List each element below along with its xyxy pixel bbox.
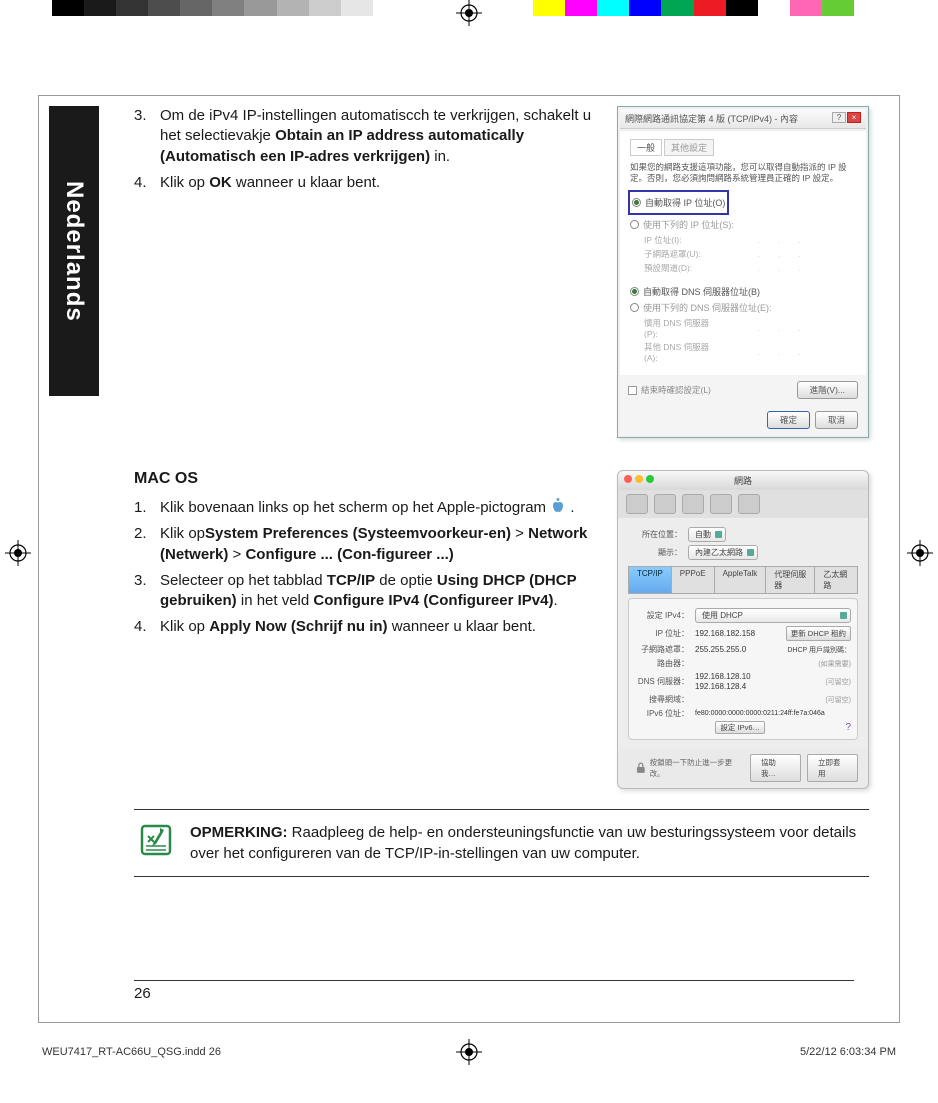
slug-timestamp: 5/22/12 6:03:34 PM (800, 1046, 896, 1058)
registration-mark-icon (907, 540, 933, 566)
mac-step-4: 4. Klik op Apply Now (Schrijf nu in) wan… (134, 617, 605, 637)
note-icon (138, 822, 174, 858)
tab-ethernet[interactable]: 乙太網路 (814, 566, 858, 594)
windows-section: 3. Om de iPv4 IP-instellingen automatisc… (134, 106, 869, 438)
tab-alt[interactable]: 其他設定 (664, 139, 714, 156)
tab-tcpip[interactable]: TCP/IP (628, 566, 671, 594)
toolbar-icon[interactable] (738, 494, 760, 514)
show-select[interactable]: 內建乙太網路 (688, 545, 758, 560)
slug-filename: WEU7417_RT-AC66U_QSG.indd 26 (42, 1046, 221, 1058)
tab-pppoe[interactable]: PPPoE (671, 566, 714, 594)
tab-appletalk[interactable]: AppleTalk (714, 566, 766, 594)
mac-minimize-icon[interactable] (635, 475, 643, 483)
validate-checkbox[interactable]: 結束時確認設定(L) (628, 384, 711, 396)
toolbar-icon[interactable] (710, 494, 732, 514)
registration-mark-icon (456, 0, 482, 26)
mac-toolbar (618, 490, 868, 518)
step-4: 4. Klik op OK wanneer u klaar bent. (134, 173, 605, 193)
config-ipv4-select[interactable]: 使用 DHCP (695, 608, 851, 623)
registration-mark-icon (5, 540, 31, 566)
note-body: Raadpleeg de help- en ondersteuningsfunc… (190, 824, 856, 862)
mac-step-1: 1. Klik bovenaan links op het scherm op … (134, 498, 605, 518)
ok-button[interactable]: 確定 (767, 411, 810, 429)
radio-auto-ip[interactable]: 自動取得 IP 位址(O) (632, 196, 725, 209)
cancel-button[interactable]: 取消 (815, 411, 858, 429)
radio-static-ip[interactable]: 使用下列的 IP 位址(S): (630, 218, 856, 231)
renew-dhcp-button[interactable]: 更新 DHCP 租約 (786, 626, 851, 641)
page-number: 26 (134, 980, 854, 1002)
config-ipv6-button[interactable]: 設定 IPv6… (715, 721, 765, 734)
note-box: OPMERKING: Raadpleeg de help- en onderst… (134, 809, 869, 877)
step-3: 3. Om de iPv4 IP-instellingen automatisc… (134, 106, 605, 167)
slug-line: WEU7417_RT-AC66U_QSG.indd 26 5/22/12 6:0… (42, 1046, 896, 1058)
radio-auto-dns[interactable]: 自動取得 DNS 伺服器位址(B) (630, 285, 856, 298)
language-tab: Nederlands (49, 106, 99, 396)
mac-dialog-title: 網路 (618, 471, 868, 490)
windows-tcpip-dialog: 網際網路通訊協定第 4 版 (TCP/IPv4) - 內容 ? × 一般 其他設… (617, 106, 869, 438)
mac-zoom-icon[interactable] (646, 475, 654, 483)
lock-icon[interactable]: 按鎖頭一下防止進一步更改。 (636, 757, 744, 779)
mac-close-icon[interactable] (624, 475, 632, 483)
note-label: OPMERKING: (190, 824, 288, 841)
mac-step-3: 3. Selecteer op het tabblad TCP/IP de op… (134, 571, 605, 612)
help-button[interactable]: ? (832, 112, 846, 123)
mac-network-dialog: 網路 所在位置： 自動 (617, 470, 869, 789)
radio-static-dns[interactable]: 使用下列的 DNS 伺服器位址(E): (630, 301, 856, 314)
mac-tabs: TCP/IP PPPoE AppleTalk 代理伺服器 乙太網路 (628, 566, 858, 594)
macos-section: MAC OS 1. Klik bovenaan links op het sch… (134, 470, 869, 789)
location-select[interactable]: 自動 (688, 527, 726, 542)
close-button[interactable]: × (847, 112, 861, 123)
mac-step-2: 2. Klik opSystem Preferences (Systeemvoo… (134, 524, 605, 565)
dialog-description: 如果您的網路支援這項功能，您可以取得自動指派的 IP 設定。否則，您必須詢問網路… (630, 162, 856, 184)
dialog-title-bar: 網際網路通訊協定第 4 版 (TCP/IPv4) - 內容 ? × (620, 109, 866, 129)
assist-button[interactable]: 協助我… (750, 754, 801, 782)
help-icon[interactable]: ? (845, 722, 851, 733)
page-frame: Nederlands 3. Om de iPv4 IP-instellingen… (38, 95, 900, 1023)
toolbar-icon[interactable] (654, 494, 676, 514)
macos-heading: MAC OS (134, 470, 605, 488)
toolbar-icon[interactable] (682, 494, 704, 514)
tab-general[interactable]: 一般 (630, 139, 662, 156)
apple-icon (550, 498, 566, 514)
advanced-button[interactable]: 進階(V)... (797, 381, 858, 399)
tab-proxies[interactable]: 代理伺服器 (765, 566, 814, 594)
language-label: Nederlands (60, 181, 88, 322)
main-content: 3. Om de iPv4 IP-instellingen automatisc… (134, 106, 869, 962)
toolbar-icon[interactable] (626, 494, 648, 514)
apply-button[interactable]: 立即套用 (807, 754, 858, 782)
